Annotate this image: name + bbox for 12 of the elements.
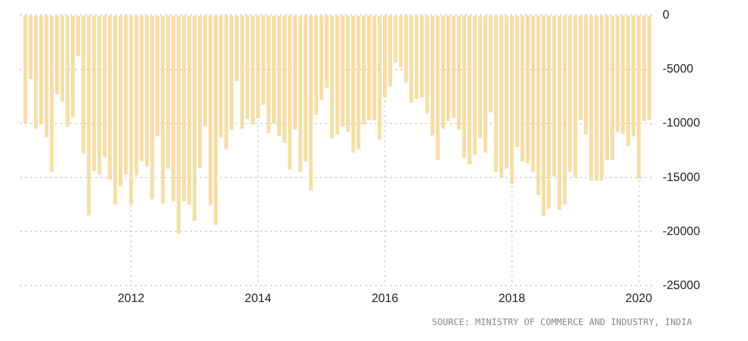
x-tick-label: 2018 <box>498 291 526 306</box>
y-tick-label: -10000 <box>662 116 700 130</box>
y-tick-label: 0 <box>662 8 670 22</box>
y-tick-label: -20000 <box>662 224 700 238</box>
y-tick-label: -15000 <box>662 170 700 184</box>
y-tick-label: -5000 <box>662 62 694 76</box>
y-tick-label: -25000 <box>662 278 700 292</box>
x-tick-label: 2020 <box>625 291 652 306</box>
x-tick-label: 2014 <box>244 291 272 306</box>
x-tick-label: 2012 <box>118 291 145 306</box>
x-tick-label: 2016 <box>372 291 399 306</box>
source-note: SOURCE: MINISTRY OF COMMERCE AND INDUSTRY, INDIA <box>432 318 692 328</box>
